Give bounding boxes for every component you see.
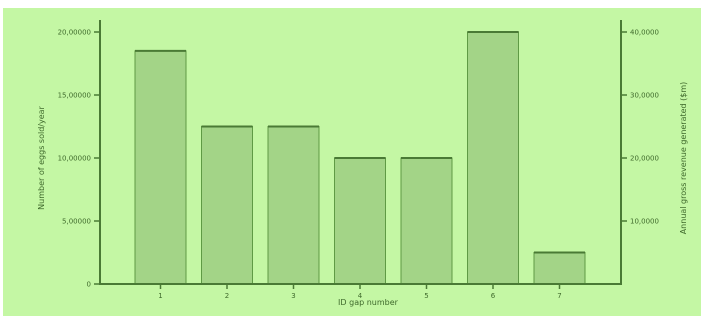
x-tick-label: 1 bbox=[158, 292, 162, 300]
x-tick-label: 5 bbox=[424, 292, 428, 300]
x-axis-title: ID gap number bbox=[338, 298, 399, 307]
bars-group bbox=[134, 31, 586, 285]
x-tick-label: 6 bbox=[491, 292, 496, 300]
x-tick-label: 7 bbox=[557, 292, 561, 300]
left-tick-label: 0 bbox=[87, 281, 91, 289]
left-tick-label: 10,00000 bbox=[58, 155, 91, 163]
y-axis-title: Number of eggs sold/year bbox=[37, 105, 46, 209]
right-tick-label: 30,0000 bbox=[630, 92, 659, 100]
x-tick-label: 2 bbox=[225, 292, 229, 300]
bar-6 bbox=[467, 31, 519, 285]
bar-1 bbox=[134, 50, 187, 285]
left-tick-label: 5,00000 bbox=[62, 218, 91, 226]
bar-3 bbox=[267, 126, 320, 285]
bar-5 bbox=[400, 157, 453, 285]
x-tick-label: 3 bbox=[291, 292, 295, 300]
bar-2 bbox=[201, 126, 253, 285]
right-tick-label: 10,0000 bbox=[630, 218, 659, 226]
bar-4 bbox=[334, 157, 386, 285]
bar-7 bbox=[533, 252, 586, 285]
x-tick-label: 4 bbox=[358, 292, 363, 300]
right-tick-label: 20,0000 bbox=[630, 155, 659, 163]
left-tick-label: 20,00000 bbox=[58, 29, 91, 37]
right-y-axis-title: Annual gross revenue generated ($m) bbox=[679, 82, 688, 235]
left-tick-label: 15,00000 bbox=[58, 92, 91, 100]
right-tick-label: 40,0000 bbox=[630, 29, 659, 37]
